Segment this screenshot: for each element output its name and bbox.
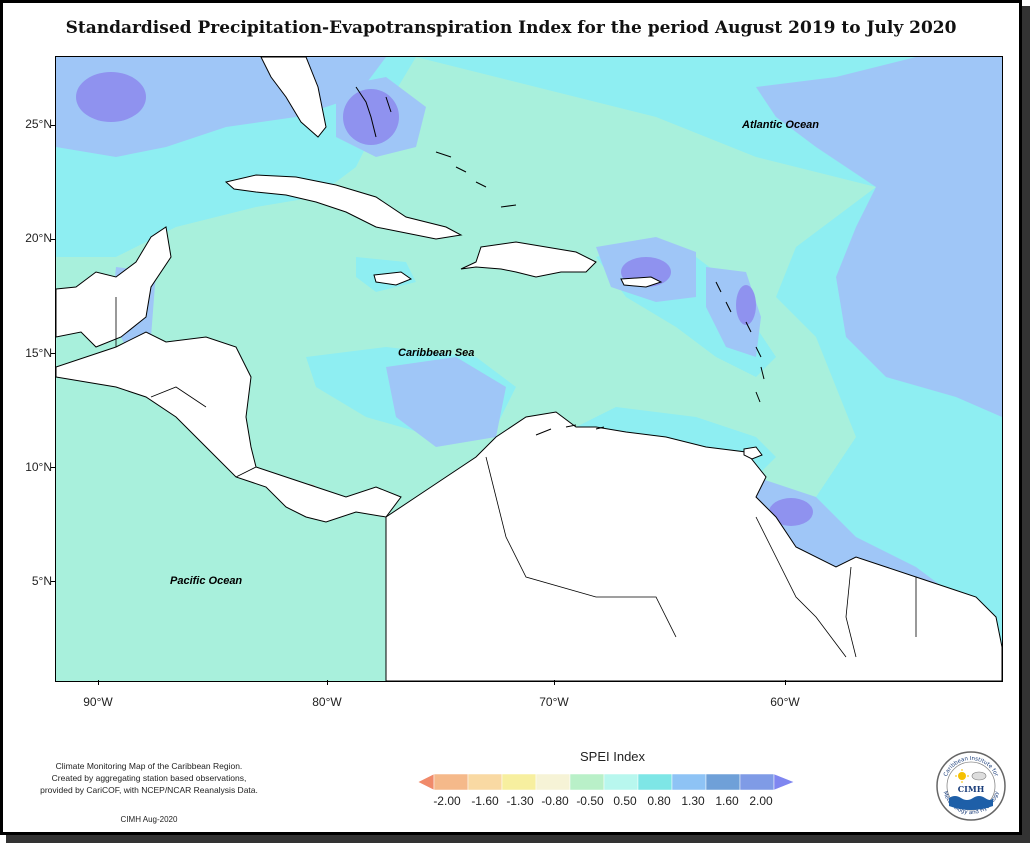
legend-swatch: [637, 773, 673, 791]
credit-line: provided by CariCOF, with NCEP/NCAR Rean…: [40, 785, 258, 795]
lesser-antilles: [715, 281, 765, 403]
legend-label: -1.30: [506, 794, 534, 808]
lon-tick: [785, 680, 786, 685]
lon-label: 90°W: [83, 695, 113, 709]
sun-rays-icon: [955, 769, 969, 783]
legend-label: 0.80: [647, 794, 671, 808]
country-borders: [115, 297, 917, 658]
legend-title: SPEI Index: [580, 749, 646, 764]
legend-swatch: [569, 773, 605, 791]
lon-tick: [554, 680, 555, 685]
legend-swatch: [535, 773, 571, 791]
legend-swatch: [603, 773, 639, 791]
legend-swatch: [739, 773, 775, 791]
map-canvas: [56, 57, 1002, 681]
legend-swatch: [773, 773, 795, 791]
lon-label: 60°W: [770, 695, 800, 709]
lat-label: 25°N: [25, 117, 52, 131]
border-colombia-venezuela: [485, 456, 677, 638]
lat-tick: [51, 125, 56, 126]
credit-date: CIMH Aug-2020: [120, 815, 178, 824]
map-title: Standardised Precipitation-Evapotranspir…: [65, 18, 957, 38]
lon-label: 70°W: [539, 695, 569, 709]
south-america: [385, 411, 1002, 681]
legend-label: 0.50: [613, 794, 637, 808]
bahamas-andros: [355, 86, 377, 138]
florida: [260, 57, 327, 138]
spei-map: Atlantic Ocean Caribbean Sea Pacific Oce…: [55, 56, 1003, 682]
lat-label: 10°N: [25, 460, 52, 474]
legend-swatch: [467, 773, 503, 791]
legend-swatch: [671, 773, 707, 791]
abc-islands: [535, 424, 605, 436]
legend-label: 1.30: [681, 794, 705, 808]
label-caribbean-sea: Caribbean Sea: [398, 347, 475, 359]
legend-swatch: [705, 773, 741, 791]
cloud-icon: [971, 771, 987, 781]
legend-bar: [417, 773, 795, 791]
credit-block: Climate Monitoring Map of the Caribbean …: [18, 760, 280, 796]
legend-swatch: [417, 773, 435, 791]
color-legend: [417, 773, 796, 795]
legend-label: -0.80: [541, 794, 569, 808]
lat-tick: [51, 353, 56, 354]
cimh-logo-graphic: Caribbean Institute for Meteorology and …: [936, 751, 1006, 821]
land-masses: [56, 57, 1002, 681]
lon-label: 80°W: [312, 695, 342, 709]
lon-tick: [98, 680, 99, 685]
legend-label: 2.00: [749, 794, 773, 808]
lat-label: 5°N: [31, 574, 52, 588]
cimh-logo: Caribbean Institute for Meteorology and …: [935, 750, 1007, 822]
border-venezuela-guyana: [755, 516, 847, 658]
small-islands: [355, 86, 765, 436]
label-atlantic-ocean: Atlantic Ocean: [742, 119, 820, 131]
trinidad: [743, 446, 763, 460]
cuba: [224, 174, 463, 240]
legend-label: -2.00: [433, 794, 461, 808]
credit-line: Created by aggregating station based obs…: [51, 773, 247, 783]
lat-label: 15°N: [25, 346, 52, 360]
border-guyana-suriname: [845, 566, 857, 658]
credit-line: Climate Monitoring Map of the Caribbean …: [55, 761, 243, 771]
bahamas-eleuthera: [385, 96, 392, 113]
legend-label: -0.50: [576, 794, 604, 808]
logo-name: CIMH: [958, 784, 985, 794]
yucatan: [56, 226, 172, 348]
lat-tick: [51, 467, 56, 468]
legend-label: -1.60: [471, 794, 499, 808]
lon-tick: [327, 680, 328, 685]
central-america: [56, 331, 402, 523]
legend-swatch: [433, 773, 469, 791]
jamaica: [373, 271, 413, 286]
border-costa-rica: [235, 466, 257, 478]
lat-tick: [51, 239, 56, 240]
puerto-rico: [620, 276, 663, 288]
waves-icon: [949, 796, 993, 810]
border-honduras: [150, 386, 207, 408]
lat-tick: [51, 581, 56, 582]
turks-caicos: [435, 151, 517, 208]
legend-label: 1.60: [715, 794, 739, 808]
legend-swatch: [501, 773, 537, 791]
label-pacific-ocean: Pacific Ocean: [170, 575, 243, 587]
hispaniola: [460, 241, 597, 278]
sun-icon: [958, 772, 966, 780]
lat-label: 20°N: [25, 231, 52, 245]
